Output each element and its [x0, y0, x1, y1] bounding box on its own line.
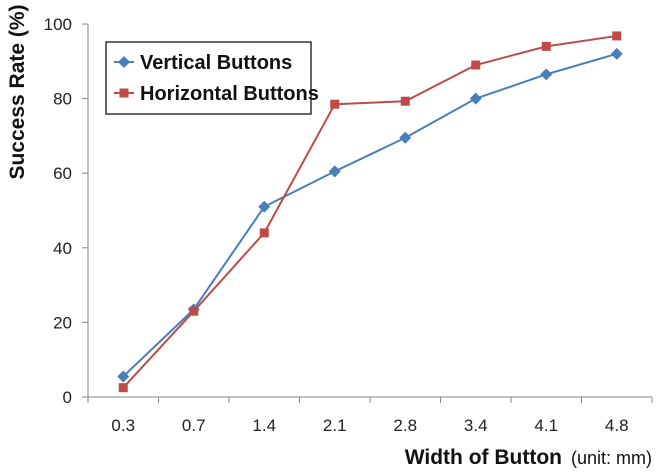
y-tick-label: 80 [53, 90, 72, 109]
y-tick-label: 60 [53, 164, 72, 183]
data-point-horizontal [471, 60, 481, 70]
x-axis-title: Width of Button [405, 446, 562, 469]
y-tick-label: 100 [44, 15, 72, 34]
data-point-horizontal [400, 96, 410, 106]
y-axis-title: Success Rate (%) [6, 4, 29, 179]
data-point-horizontal [330, 99, 340, 109]
y-axis-ticks: 0 20 40 60 80 100 [44, 15, 88, 407]
data-point-vertical [399, 131, 412, 144]
x-tick-label: 4.8 [605, 416, 629, 435]
x-tick-label: 0.7 [182, 416, 206, 435]
legend-box [105, 41, 312, 115]
legend-label-vertical: Vertical Buttons [140, 52, 292, 74]
x-tick-label: 0.3 [111, 416, 135, 435]
y-tick-label: 40 [53, 239, 72, 258]
x-tick-label: 1.4 [252, 416, 276, 435]
legend-marker-horizontal [119, 88, 129, 98]
data-point-vertical [258, 200, 271, 213]
x-tick-label: 2.1 [323, 416, 347, 435]
series-line-vertical [122, 52, 618, 378]
data-point-vertical [469, 92, 482, 105]
legend-marker-vertical [118, 56, 130, 68]
data-point-vertical [540, 68, 553, 81]
series-layer [117, 31, 623, 393]
data-point-vertical [117, 370, 130, 383]
x-axis-ticks: 0.3 0.7 1.4 2.1 2.8 3.4 4.1 4.8 [87, 397, 653, 435]
y-tick-label: 0 [63, 388, 72, 407]
legend-label-horizontal: Horizontal Buttons [140, 83, 319, 105]
series-line-horizontal [122, 34, 617, 389]
data-point-vertical [610, 47, 623, 60]
data-point-horizontal [612, 31, 622, 41]
y-tick-label: 20 [53, 313, 72, 332]
x-tick-label: 2.8 [393, 416, 417, 435]
data-point-horizontal [541, 41, 551, 51]
legend: Vertical Buttons Horizontal Buttons [105, 41, 319, 115]
x-tick-label: 4.1 [534, 416, 558, 435]
data-point-horizontal [118, 383, 128, 393]
x-axis-title-group: Width of Button (unit: mm) [405, 446, 652, 469]
x-tick-label: 3.4 [464, 416, 488, 435]
data-point-vertical [328, 165, 341, 178]
x-axis-unit: (unit: mm) [571, 448, 652, 468]
data-point-horizontal [259, 228, 269, 238]
data-point-horizontal [189, 306, 199, 316]
